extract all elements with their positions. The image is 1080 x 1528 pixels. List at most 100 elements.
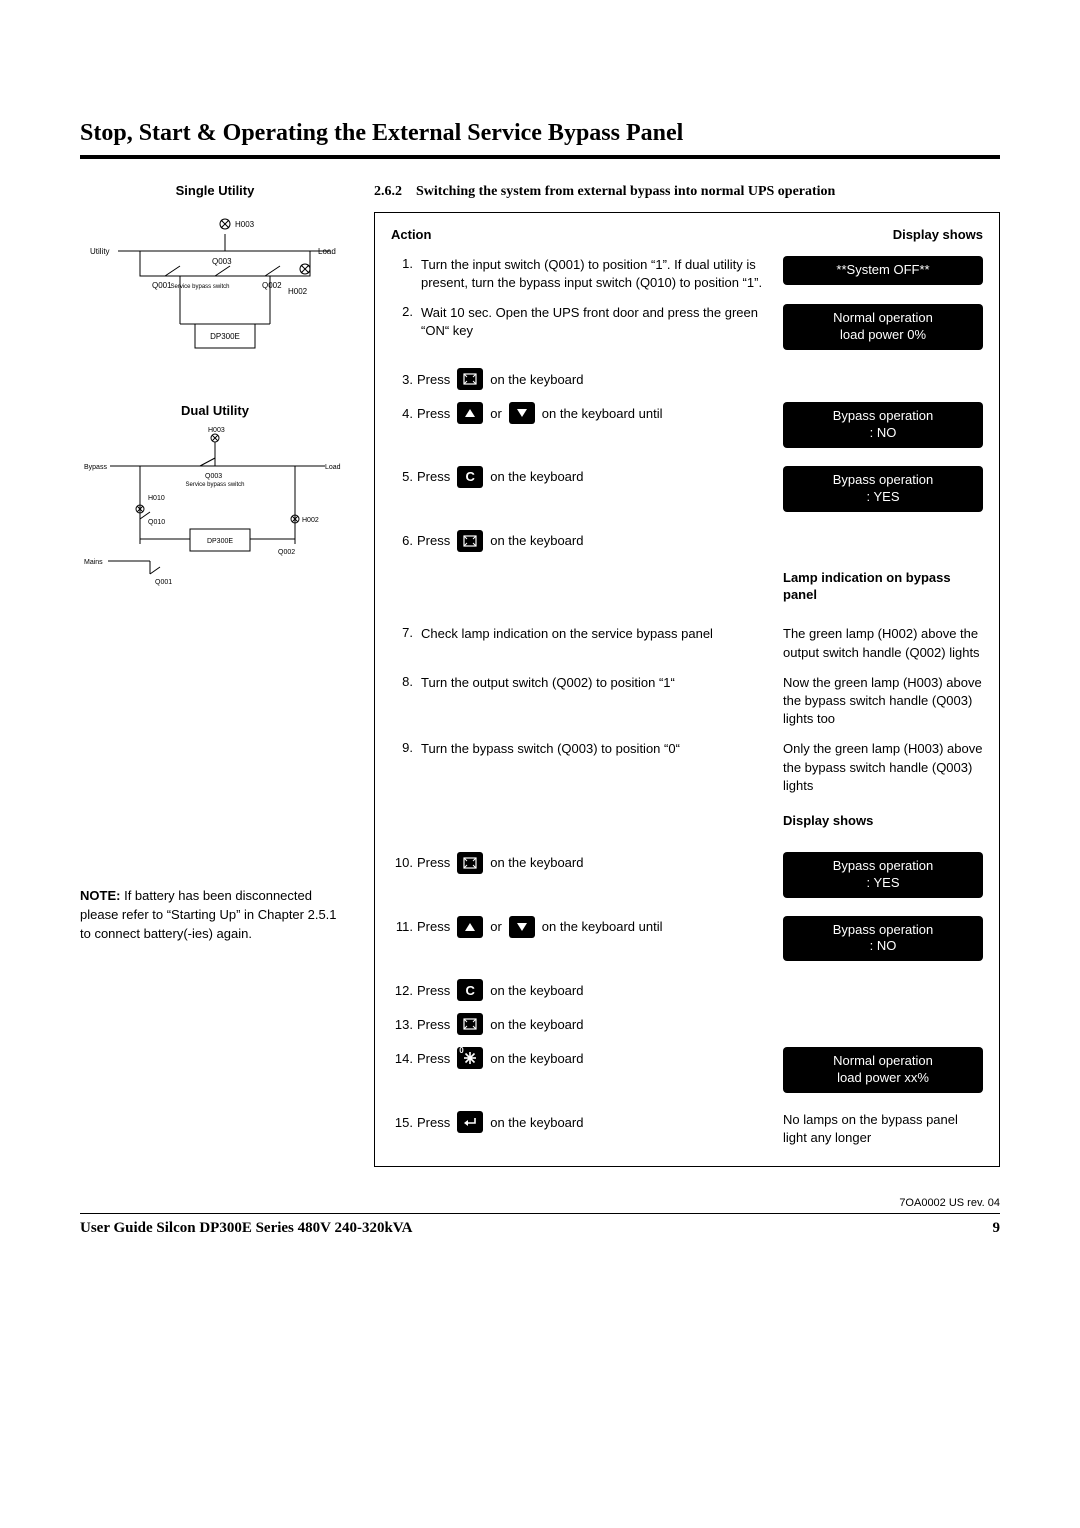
step-result: Only the green lamp (H003) above the byp…	[783, 740, 983, 795]
up-key-icon	[457, 402, 483, 424]
page-title: Stop, Start & Operating the External Ser…	[80, 120, 1000, 147]
svg-text:DP300E: DP300E	[210, 332, 240, 341]
step-result: No lamps on the bypass panel light any l…	[783, 1111, 983, 1147]
step-text: Press	[417, 983, 450, 998]
lamp-indication-header: Lamp indication on bypass panel	[783, 570, 983, 604]
step-num: 9.	[391, 740, 413, 758]
step-13: 13. Press on the keyboard	[391, 1013, 983, 1035]
right-column: 2.6.2 Switching the system from external…	[374, 183, 1000, 1167]
display-shows-subheader-row: Display shows	[391, 807, 983, 840]
step-5: 5. Press C on the keyboard Bypass operat…	[391, 466, 983, 518]
step-text: on the keyboard	[490, 1115, 583, 1130]
step-text: Press	[417, 469, 450, 484]
svg-text:Q001: Q001	[152, 281, 172, 290]
step-12: 12. Press C on the keyboard	[391, 979, 983, 1001]
step-num: 4.	[391, 406, 413, 421]
step-text: Press	[417, 406, 450, 421]
display-bypass-no-2: Bypass operation : NO	[783, 916, 983, 962]
step-num: 13.	[391, 1017, 413, 1032]
step-text: on the keyboard	[490, 1051, 583, 1066]
step-num: 6.	[391, 533, 413, 548]
menu-key-icon	[457, 1013, 483, 1035]
step-text: on the keyboard	[490, 983, 583, 998]
footer-guide-title: User Guide Silcon DP300E Series 480V 240…	[80, 1220, 413, 1237]
step-result: Now the green lamp (H003) above the bypa…	[783, 674, 983, 729]
star-key-icon: 0	[457, 1047, 483, 1069]
step-text: Press	[417, 372, 450, 387]
step-text: Check lamp indication on the service byp…	[421, 625, 775, 643]
dual-utility-diagram: H003 Bypass Load Q003 Service bypass swi…	[80, 424, 350, 604]
doc-revision: 7OA0002 US rev. 04	[80, 1197, 1000, 1209]
step-3: 3. Press on the keyboard	[391, 368, 983, 390]
step-num: 11.	[391, 919, 413, 934]
step-num: 15.	[391, 1115, 413, 1130]
step-11: 11. Press or on the keyboard until Bypas…	[391, 916, 983, 968]
svg-text:H010: H010	[148, 495, 165, 502]
display-normal-xx: Normal operation load power xx%	[783, 1047, 983, 1093]
down-key-icon	[509, 916, 535, 938]
step-text: Turn the bypass switch (Q003) to positio…	[421, 740, 775, 758]
svg-text:Q003: Q003	[212, 257, 232, 266]
single-utility-diagram: Utility Load H003 Q001 Q003 Service bypa…	[80, 204, 350, 384]
menu-key-icon	[457, 368, 483, 390]
step-text: on the keyboard until	[542, 406, 663, 421]
step-text: on the keyboard	[490, 469, 583, 484]
display-shows-header-2: Display shows	[783, 813, 983, 830]
step-num: 14.	[391, 1051, 413, 1066]
up-key-icon	[457, 916, 483, 938]
section-title: Switching the system from external bypas…	[416, 183, 835, 202]
step-15: 15. Press on the keyboard No lamps on th…	[391, 1111, 983, 1147]
display-normal-0: Normal operation load power 0%	[783, 304, 983, 350]
step-7: 7. Check lamp indication on the service …	[391, 625, 983, 661]
step-text: or	[490, 919, 502, 934]
lamp-subheader-row: Lamp indication on bypass panel	[391, 564, 983, 614]
svg-text:Bypass: Bypass	[84, 464, 107, 471]
svg-text:Q010: Q010	[148, 519, 165, 526]
step-text: on the keyboard	[490, 372, 583, 387]
c-key-icon: C	[457, 466, 483, 488]
display-bypass-yes: Bypass operation : YES	[783, 466, 983, 512]
step-text: Press	[417, 919, 450, 934]
step-text: Wait 10 sec. Open the UPS front door and…	[421, 304, 775, 340]
section-heading: 2.6.2 Switching the system from external…	[374, 183, 1000, 202]
svg-text:Q003: Q003	[205, 473, 222, 480]
step-text: Turn the output switch (Q002) to positio…	[421, 674, 775, 692]
display-bypass-no: Bypass operation : NO	[783, 402, 983, 448]
enter-key-icon	[457, 1111, 483, 1133]
step-4: 4. Press or on the keyboard until Bypass…	[391, 402, 983, 454]
svg-text:Q002: Q002	[278, 549, 295, 556]
action-header: Action	[391, 227, 431, 242]
step-result: The green lamp (H002) above the output s…	[783, 625, 983, 661]
note-label: NOTE:	[80, 888, 120, 903]
step-text: Press	[417, 1017, 450, 1032]
left-column: Single Utility Utility Load H003 Q001 Q0…	[80, 183, 350, 1167]
step-6: 6. Press on the keyboard	[391, 530, 983, 552]
step-num: 12.	[391, 983, 413, 998]
procedure-table: Action Display shows 1. Turn the input s…	[374, 212, 1000, 1167]
dual-utility-title: Dual Utility	[80, 403, 350, 418]
svg-text:Load: Load	[325, 464, 341, 471]
step-num: 3.	[391, 372, 413, 387]
svg-text:H003: H003	[208, 427, 225, 434]
svg-text:Utility: Utility	[90, 247, 110, 256]
step-2: 2. Wait 10 sec. Open the UPS front door …	[391, 304, 983, 356]
step-num: 8.	[391, 674, 413, 692]
step-text: on the keyboard	[490, 533, 583, 548]
footer-rule	[80, 1213, 1000, 1214]
step-num: 7.	[391, 625, 413, 643]
step-text: on the keyboard until	[542, 919, 663, 934]
step-text: on the keyboard	[490, 855, 583, 870]
svg-text:Service bypass switch: Service bypass switch	[185, 482, 244, 488]
table-header-row: Action Display shows	[391, 227, 983, 242]
step-text: Press	[417, 855, 450, 870]
note-block: NOTE: If battery has been disconnected p…	[80, 887, 350, 944]
step-1: 1. Turn the input switch (Q001) to posit…	[391, 256, 983, 292]
step-text: or	[490, 406, 502, 421]
single-utility-title: Single Utility	[80, 183, 350, 198]
svg-text:Mains: Mains	[84, 559, 103, 566]
step-text: Press	[417, 1051, 450, 1066]
svg-text:H003: H003	[235, 220, 255, 229]
step-num: 5.	[391, 469, 413, 484]
step-text: on the keyboard	[490, 1017, 583, 1032]
display-bypass-yes-2: Bypass operation : YES	[783, 852, 983, 898]
